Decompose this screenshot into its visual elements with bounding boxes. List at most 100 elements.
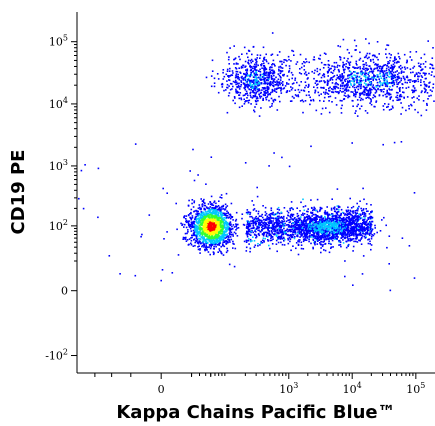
event-dot (355, 86, 358, 89)
event-dot (268, 244, 270, 247)
event-dot (386, 44, 388, 46)
event-dot (222, 235, 225, 238)
event-dot (193, 233, 195, 236)
event-dot (303, 233, 306, 236)
event-dot (228, 92, 231, 94)
event-dot (300, 223, 303, 226)
event-dot (249, 92, 251, 94)
event-dot (380, 68, 383, 70)
event-dot (347, 68, 350, 70)
event-dot (303, 216, 306, 218)
event-dot (218, 239, 221, 242)
event-dot (323, 223, 325, 226)
event-dot (212, 251, 215, 253)
event-dot (391, 73, 393, 76)
event-dot (322, 234, 324, 237)
event-dot (328, 251, 331, 254)
event-dot (348, 224, 351, 226)
event-dot (284, 230, 287, 232)
event-dot (346, 80, 349, 82)
event-dot (247, 77, 250, 80)
event-dot (395, 58, 397, 61)
event-dot (290, 207, 293, 209)
event-dot (213, 228, 216, 231)
event-dot (307, 226, 310, 228)
event-dot (221, 235, 224, 237)
event-dot (362, 232, 364, 235)
event-dot (237, 77, 239, 80)
event-dot (247, 86, 249, 89)
event-dot (208, 231, 210, 234)
event-dot (312, 208, 315, 211)
event-dot (254, 68, 256, 71)
event-dot (230, 224, 232, 226)
event-dot (264, 86, 266, 89)
event-dot (369, 70, 371, 73)
event-dot (362, 229, 364, 231)
event-dot (271, 217, 273, 219)
event-dot (218, 237, 220, 240)
event-dot (344, 68, 346, 71)
event-dot (391, 66, 393, 68)
event-dot (288, 67, 291, 70)
event-dot (274, 65, 276, 67)
event-dot (276, 221, 279, 223)
event-dot (200, 223, 202, 225)
event-dot (296, 215, 299, 218)
event-dot (328, 234, 331, 236)
event-dot (206, 228, 209, 231)
event-dot (267, 73, 269, 75)
event-dot (370, 76, 373, 79)
event-dot (324, 233, 326, 235)
event-dot (405, 109, 407, 112)
event-dot (210, 240, 212, 242)
event-dot (389, 98, 391, 100)
event-dot (367, 233, 369, 235)
event-dot (386, 91, 388, 93)
event-dot (356, 85, 359, 88)
event-dot (388, 76, 391, 78)
event-dot (197, 231, 199, 233)
event-dot (279, 76, 282, 78)
event-dot (303, 231, 305, 234)
event-dot (265, 234, 268, 236)
event-dot (358, 96, 361, 99)
event-dot (224, 235, 227, 237)
event-dot (321, 207, 323, 210)
event-dot (275, 219, 277, 222)
event-dot (216, 210, 218, 213)
event-dot (304, 225, 307, 227)
event-dot (294, 221, 297, 224)
event-dot (338, 205, 340, 208)
event-dot (366, 86, 368, 89)
event-dot (327, 219, 330, 221)
event-dot (300, 73, 303, 75)
event-dot (261, 63, 263, 65)
event-dot (200, 208, 202, 210)
event-dot (373, 74, 375, 76)
event-dot (370, 237, 373, 240)
event-dot (292, 222, 294, 224)
event-dot (316, 236, 319, 239)
event-dot (422, 100, 425, 102)
event-dot (322, 241, 325, 243)
event-dot (259, 222, 262, 224)
event-dot (334, 218, 337, 221)
event-dot (336, 74, 338, 77)
event-dot (202, 230, 205, 232)
event-dot (208, 233, 210, 236)
event-dot (339, 80, 342, 82)
event-dot (253, 88, 255, 91)
event-dot (270, 235, 272, 237)
event-dot (197, 248, 200, 251)
event-dot (372, 234, 375, 237)
event-dot (225, 227, 228, 229)
event-dot (261, 233, 264, 236)
event-dot (295, 224, 298, 226)
event-dot (387, 66, 390, 68)
event-dot (373, 75, 375, 78)
event-dot (188, 220, 190, 222)
event-dot (245, 84, 247, 86)
event-dot (317, 238, 319, 240)
event-dot (320, 247, 322, 249)
